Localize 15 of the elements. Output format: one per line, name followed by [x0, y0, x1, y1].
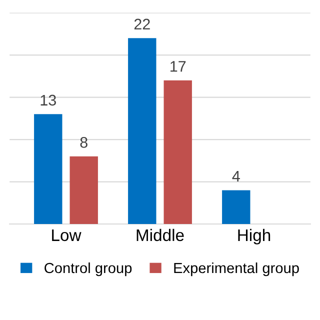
data-label: 4: [232, 170, 240, 182]
bar: [164, 80, 192, 224]
data-label: 17: [170, 61, 186, 72]
legend-label: Experimental group: [174, 262, 299, 276]
x-tick-label: Low: [52, 229, 82, 242]
data-label: 8: [80, 137, 88, 148]
x-tick-label: Middle: [136, 228, 184, 242]
bar: [34, 114, 62, 224]
bar: [222, 190, 250, 224]
x-tick-label: High: [238, 228, 270, 244]
bar: [128, 38, 156, 224]
data-label: 13: [40, 94, 56, 106]
legend-label: Control group: [44, 262, 132, 276]
bar: [70, 156, 98, 224]
data-label: 22: [134, 18, 150, 30]
